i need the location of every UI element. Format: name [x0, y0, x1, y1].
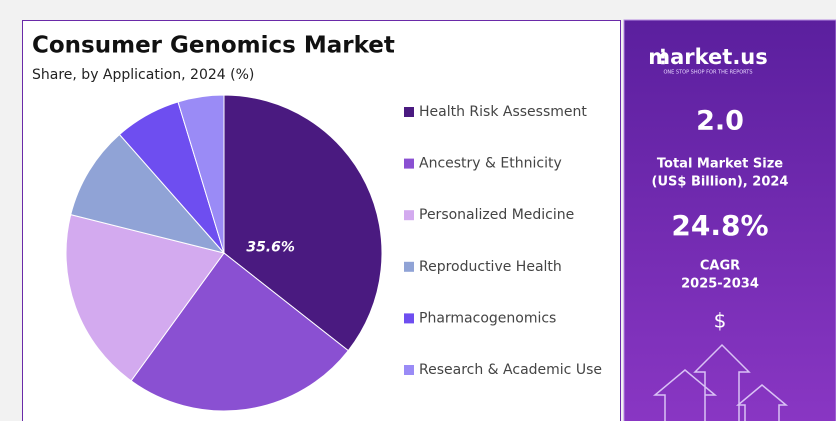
legend-label: Personalized Medicine: [419, 207, 574, 223]
logo-icon: ⋮: [653, 45, 673, 69]
market-size: 2.0: [696, 106, 744, 137]
legend-swatch: [404, 107, 414, 117]
tagline: ONE STOP SHOP FOR THE REPORTS: [663, 70, 752, 76]
legend-swatch: [404, 210, 414, 220]
legend-swatch: [404, 313, 414, 323]
pie: 35.6%: [66, 95, 382, 411]
legend-label: Health Risk Assessment: [419, 104, 587, 120]
data-label: 35.6%: [246, 239, 295, 255]
legend-swatch: [404, 365, 414, 375]
legend-label: Ancestry & Ethnicity: [419, 156, 562, 172]
page: Consumer Genomics Market Share, by Appli…: [0, 0, 836, 421]
legend-swatch: [404, 159, 414, 169]
legend-swatch: [404, 262, 414, 272]
cagr-label: 2025-2034: [681, 277, 759, 292]
chart: Consumer Genomics Market Share, by Appli…: [0, 0, 836, 421]
legend-label: Reproductive Health: [419, 259, 562, 275]
cagr-label: CAGR: [700, 259, 740, 274]
currency: $: [714, 309, 727, 333]
market-size-label: (US$ Billion), 2024: [652, 175, 789, 190]
legend-label: Pharmacogenomics: [419, 310, 556, 326]
chart-subtitle: Share, by Application, 2024 (%): [32, 67, 254, 83]
cagr: 24.8%: [671, 209, 768, 242]
chart-title: Consumer Genomics Market: [32, 33, 395, 59]
legend-label: Research & Academic Use: [419, 362, 602, 378]
market-size-label: Total Market Size: [657, 157, 783, 172]
